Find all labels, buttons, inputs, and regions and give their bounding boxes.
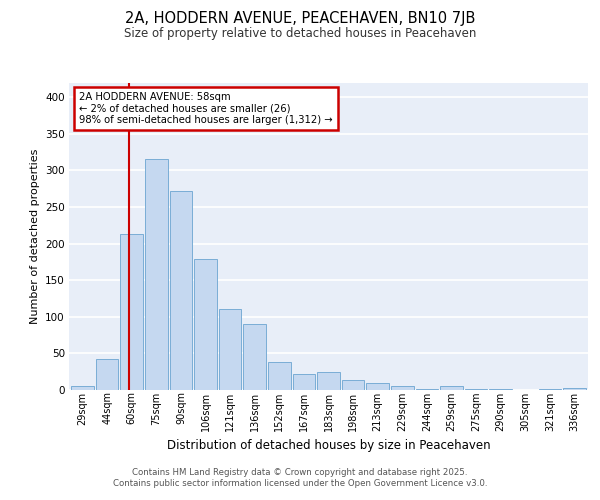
Bar <box>244 324 266 390</box>
Text: 2A, HODDERN AVENUE, PEACEHAVEN, BN10 7JB: 2A, HODDERN AVENUE, PEACEHAVEN, BN10 7JB <box>125 12 475 26</box>
Y-axis label: Number of detached properties: Number of detached properties <box>29 148 40 324</box>
Bar <box>219 310 241 390</box>
Bar <box>391 386 413 390</box>
Bar <box>440 386 463 390</box>
Text: 2A HODDERN AVENUE: 58sqm
← 2% of detached houses are smaller (26)
98% of semi-de: 2A HODDERN AVENUE: 58sqm ← 2% of detache… <box>79 92 333 125</box>
Text: Size of property relative to detached houses in Peacehaven: Size of property relative to detached ho… <box>124 26 476 40</box>
Text: Contains HM Land Registry data © Crown copyright and database right 2025.: Contains HM Land Registry data © Crown c… <box>132 468 468 477</box>
Bar <box>563 388 586 390</box>
Bar <box>121 234 143 390</box>
Bar <box>194 259 217 390</box>
Bar <box>170 191 192 390</box>
Bar <box>268 362 290 390</box>
Bar <box>293 374 315 390</box>
Bar <box>367 382 389 390</box>
Bar <box>71 386 94 390</box>
Bar <box>342 380 364 390</box>
X-axis label: Distribution of detached houses by size in Peacehaven: Distribution of detached houses by size … <box>167 439 490 452</box>
Bar <box>96 358 118 390</box>
Bar <box>145 160 167 390</box>
Bar <box>317 372 340 390</box>
Text: Contains public sector information licensed under the Open Government Licence v3: Contains public sector information licen… <box>113 480 487 488</box>
